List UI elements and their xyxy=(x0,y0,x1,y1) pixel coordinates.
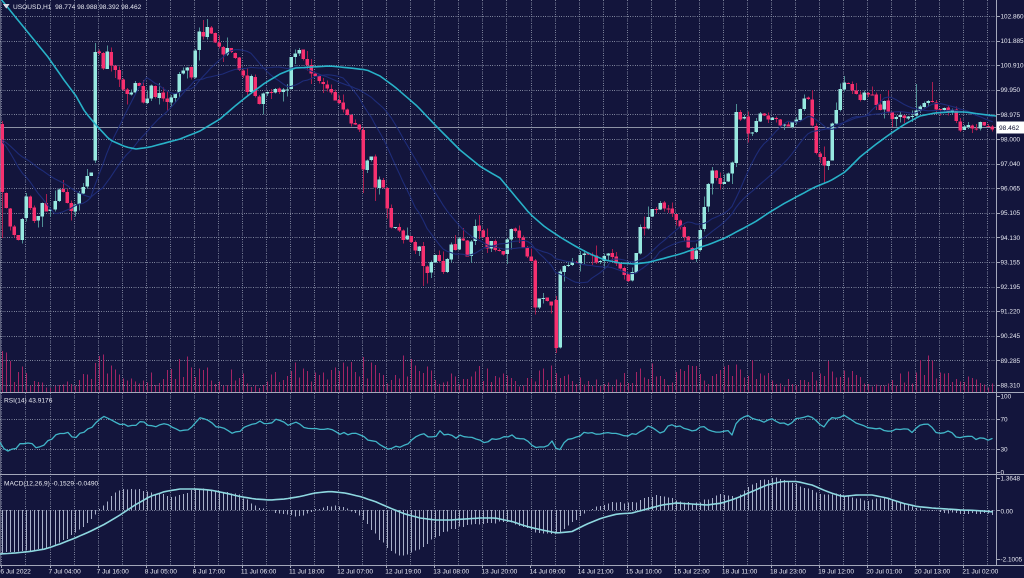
svg-text:93.155: 93.155 xyxy=(1001,259,1021,266)
svg-text:14 Jul 09:00: 14 Jul 09:00 xyxy=(530,569,566,576)
svg-text:91.220: 91.220 xyxy=(1001,309,1021,316)
svg-text:8 Jul 17:00: 8 Jul 17:00 xyxy=(193,569,226,576)
svg-text:30: 30 xyxy=(1001,446,1009,453)
svg-text:12 Jul 07:00: 12 Jul 07:00 xyxy=(337,569,373,576)
svg-text:21 Jul 02:00: 21 Jul 02:00 xyxy=(962,569,998,576)
svg-text:90.245: 90.245 xyxy=(1001,333,1021,340)
svg-text:13 Jul 20:00: 13 Jul 20:00 xyxy=(481,569,517,576)
svg-text:7 Jul 04:00: 7 Jul 04:00 xyxy=(49,569,82,576)
svg-text:8 Jul 05:00: 8 Jul 05:00 xyxy=(145,569,178,576)
svg-text:11 Jul 06:00: 11 Jul 06:00 xyxy=(241,569,277,576)
svg-text:0: 0 xyxy=(1001,469,1005,476)
svg-text:13 Jul 08:00: 13 Jul 08:00 xyxy=(433,569,469,576)
svg-text:MACD(12,26,9) -0.1529 -0.0490: MACD(12,26,9) -0.1529 -0.0490 xyxy=(4,481,99,488)
svg-text:94.130: 94.130 xyxy=(1001,235,1021,242)
svg-text:6 Jul 2022: 6 Jul 2022 xyxy=(0,569,31,576)
svg-text:RSI(14) 43.9176: RSI(14) 43.9176 xyxy=(4,398,53,405)
svg-text:97.040: 97.040 xyxy=(1001,161,1021,168)
svg-text:96.065: 96.065 xyxy=(1001,186,1021,193)
svg-text:98.975: 98.975 xyxy=(1001,112,1021,119)
svg-text:USOUSD,H1 98.774 98.988 98.39: USOUSD,H1 98.774 98.988 98.392 98.462 xyxy=(13,4,142,11)
svg-text:102.860: 102.860 xyxy=(1001,13,1024,20)
svg-text:88.310: 88.310 xyxy=(1001,382,1021,389)
svg-text:95.105: 95.105 xyxy=(1001,210,1021,217)
svg-text:12 Jul 19:00: 12 Jul 19:00 xyxy=(385,569,421,576)
svg-text:14 Jul 21:00: 14 Jul 21:00 xyxy=(578,569,614,576)
svg-text:99.950: 99.950 xyxy=(1001,87,1021,94)
svg-text:70: 70 xyxy=(1001,416,1009,423)
svg-text:101.885: 101.885 xyxy=(1001,38,1024,45)
svg-text:100.910: 100.910 xyxy=(1001,63,1024,70)
svg-text:89.285: 89.285 xyxy=(1001,358,1021,365)
svg-text:7 Jul 16:00: 7 Jul 16:00 xyxy=(97,569,130,576)
svg-text:18 Jul 11:00: 18 Jul 11:00 xyxy=(722,569,758,576)
svg-text:11 Jul 18:00: 11 Jul 18:00 xyxy=(289,569,325,576)
svg-text:98.462: 98.462 xyxy=(999,125,1020,132)
svg-text:20 Jul 01:00: 20 Jul 01:00 xyxy=(866,569,902,576)
svg-text:-2.1005: -2.1005 xyxy=(1001,556,1023,563)
svg-text:100: 100 xyxy=(1001,393,1012,400)
svg-text:92.195: 92.195 xyxy=(1001,284,1021,291)
svg-text:0.00: 0.00 xyxy=(1001,508,1014,515)
svg-text:98.000: 98.000 xyxy=(1001,136,1021,143)
svg-text:15 Jul 10:00: 15 Jul 10:00 xyxy=(626,569,662,576)
svg-text:19 Jul 12:00: 19 Jul 12:00 xyxy=(818,569,854,576)
svg-text:15 Jul 22:00: 15 Jul 22:00 xyxy=(674,569,710,576)
svg-text:18 Jul 23:00: 18 Jul 23:00 xyxy=(770,569,806,576)
svg-text:20 Jul 13:00: 20 Jul 13:00 xyxy=(914,569,950,576)
svg-text:1.3648: 1.3648 xyxy=(1001,475,1021,482)
